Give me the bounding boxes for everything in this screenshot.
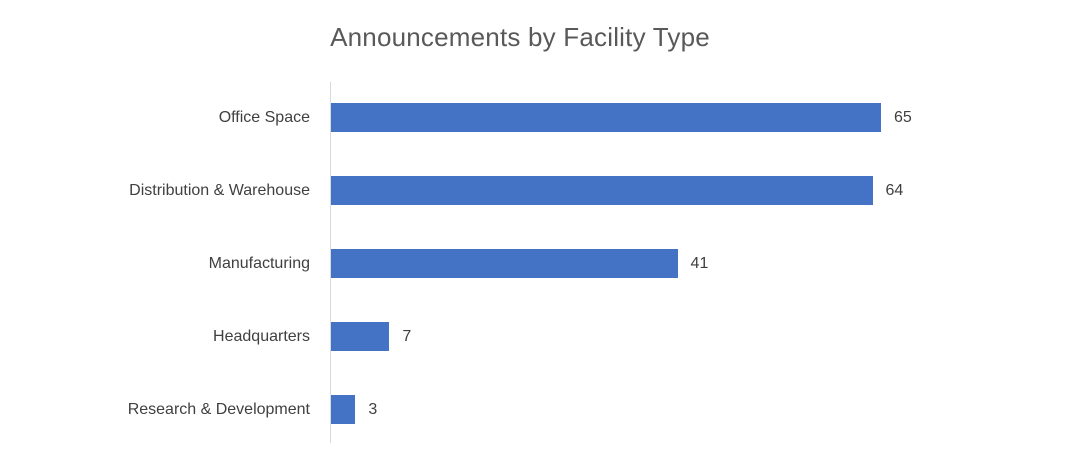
bar-track: 65	[330, 103, 1080, 132]
bar-track: 3	[330, 395, 1080, 424]
bar-row: Research & Development 3	[0, 373, 1080, 446]
value-label: 64	[885, 181, 904, 199]
category-label: Research & Development	[127, 400, 310, 418]
bar	[330, 395, 356, 424]
plot-area: Office Space 65 Distribution & Warehouse 64…	[0, 81, 1080, 446]
y-axis-line	[330, 82, 331, 443]
bar	[330, 249, 678, 278]
bar-track: 41	[330, 249, 1080, 278]
bar-row: Distribution & Warehouse 64	[0, 154, 1080, 227]
bar-row: Office Space 65	[0, 81, 1080, 154]
value-label: 7	[402, 327, 412, 345]
bar-track: 64	[330, 176, 1080, 205]
category-label: Office Space	[218, 108, 310, 126]
bar-chart: Announcements by Facility Type Office Sp…	[127, 22, 912, 443]
category-label: Distribution & Warehouse	[129, 181, 310, 199]
category-label: Manufacturing	[208, 254, 310, 272]
bar	[330, 176, 873, 205]
bar-row: Manufacturing 41	[0, 227, 1080, 300]
value-label: 3	[368, 400, 378, 418]
chart-title: Announcements by Facility Type	[330, 22, 710, 52]
category-label: Headquarters	[213, 327, 310, 345]
bar	[330, 322, 390, 351]
bar-rows: Office Space 65 Distribution & Warehouse 64…	[0, 81, 1080, 446]
value-label: 41	[690, 254, 709, 272]
bar-row: Headquarters 7	[0, 300, 1080, 373]
value-label: 65	[894, 108, 912, 126]
bar-track: 7	[330, 322, 1080, 351]
bar	[330, 103, 881, 132]
